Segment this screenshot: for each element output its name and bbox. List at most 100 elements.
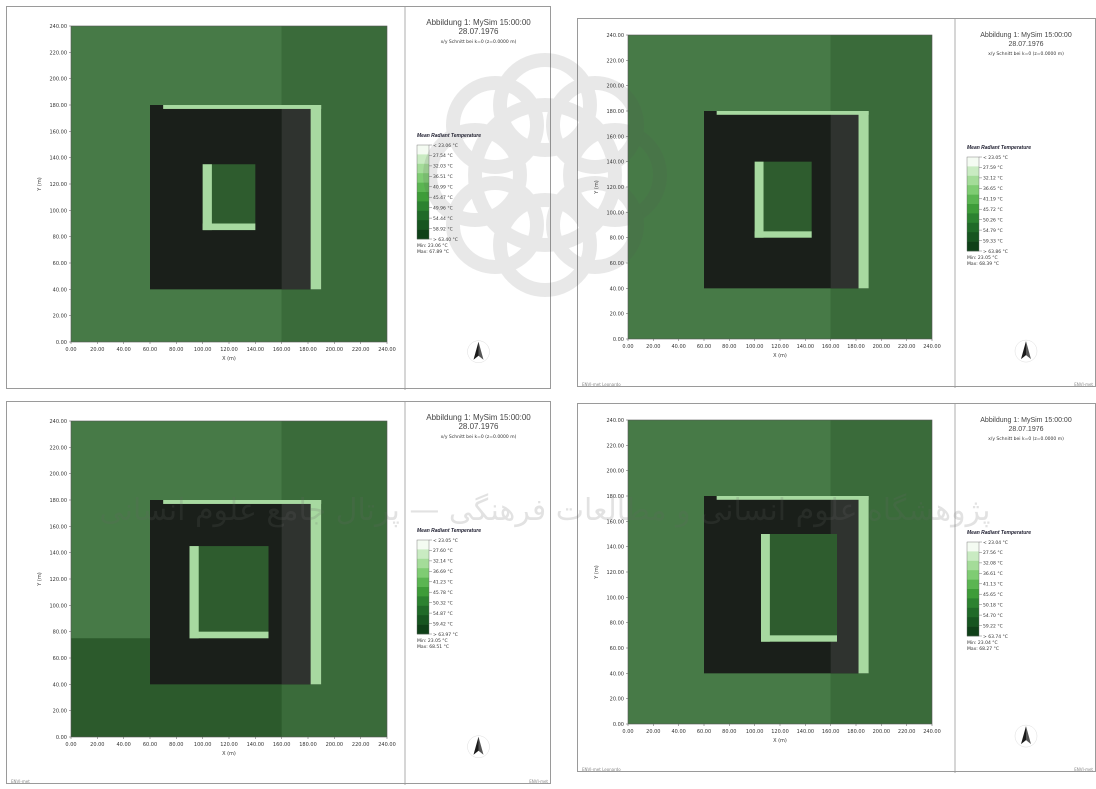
x-tick-label: 120.00: [220, 742, 238, 748]
legend-entry: 27.54 °C: [433, 153, 453, 159]
y-tick-label: 100.00: [50, 208, 68, 214]
legend-entry: 41.13 °C: [983, 582, 1003, 588]
building-shaded-part: [830, 111, 859, 289]
legend-entry: 45.65 °C: [983, 592, 1003, 598]
north-arrow-icon: [473, 736, 479, 755]
x-tick-label: 200.00: [873, 729, 891, 735]
heatmap-svg: 0.00 20.00 40.00 60.00 80.00 100.00 120.00 140.…: [582, 19, 1093, 388]
legend-entry: < 23.04 °C: [983, 540, 1008, 546]
y-tick-label: 40.00: [610, 286, 624, 292]
legend-swatch: [967, 560, 979, 571]
y-tick-label: 120.00: [50, 577, 68, 583]
y-tick-label: 100.00: [50, 603, 68, 609]
x-tick-label: 140.00: [247, 742, 265, 748]
legend-swatch: [967, 617, 979, 627]
x-tick-label: 180.00: [299, 742, 317, 748]
y-tick-label: 160.00: [50, 129, 68, 135]
y-tick-label: 180.00: [50, 498, 68, 504]
x-tick-label: 220.00: [352, 742, 370, 748]
courtyard-strip-left: [202, 164, 212, 231]
legend-entry: 59.22 °C: [983, 623, 1003, 629]
courtyard-strip-left: [189, 546, 199, 639]
y-tick-label: 40.00: [610, 671, 624, 677]
y-tick-label: 120.00: [50, 182, 68, 188]
legend-max: Max: 68.51 °C: [417, 644, 449, 650]
north-arrow-icon-shade: [478, 341, 484, 360]
simulation-panel-top-left: 0.00 20.00 40.00 60.00 80.00 100.00 120.00 140.…: [6, 6, 551, 390]
x-tick-label: 220.00: [898, 344, 916, 350]
hot-strip-right: [858, 111, 869, 289]
y-axis-label: Y (m): [37, 177, 43, 191]
x-tick-label: 120.00: [220, 347, 238, 353]
x-tick-label: 180.00: [847, 344, 865, 350]
footer-right: ENVI-met: [1074, 767, 1093, 772]
y-tick-label: 200.00: [607, 469, 625, 475]
x-tick-label: 100.00: [746, 344, 764, 350]
y-tick-label: 200.00: [607, 84, 625, 90]
legend-swatch: [967, 589, 979, 599]
legend-swatch: [417, 577, 429, 588]
x-tick-label: 80.00: [722, 344, 736, 350]
hot-strip-top: [716, 111, 869, 115]
chart-title: Abbildung 1: MySim 15:00:00: [980, 32, 1072, 39]
legend-max: Max: 68.27 °C: [967, 646, 999, 652]
legend-swatch: [417, 201, 429, 212]
hot-strip-right: [310, 500, 322, 685]
legend-min: Min: 23.05 °C: [967, 255, 998, 261]
heatmap-svg: 0.00 20.00 40.00 60.00 80.00 100.00 120.00 140.…: [11, 402, 548, 785]
legend-entry: 45.72 °C: [983, 207, 1003, 213]
y-tick-label: 160.00: [607, 134, 625, 140]
legend-entry: 54.44 °C: [433, 216, 453, 222]
x-tick-label: 60.00: [143, 347, 157, 353]
y-tick-label: 180.00: [607, 494, 625, 500]
x-tick-label: 20.00: [646, 729, 660, 735]
legend-swatch: [967, 175, 979, 186]
legend-entry: 36.69 °C: [433, 569, 453, 575]
legend-entry: > 63.86 °C: [983, 249, 1008, 255]
simulation-panel-bottom-right: 0.00 20.00 40.00 60.00 80.00 100.00 120.00 140.…: [577, 403, 1096, 773]
chart-title: Abbildung 1: MySim 15:00:00: [426, 18, 531, 27]
y-tick-label: 40.00: [53, 682, 67, 688]
legend-entry: < 23.05 °C: [983, 155, 1008, 161]
chart-title: Abbildung 1: MySim 15:00:00: [426, 413, 531, 422]
legend-swatch: [417, 605, 429, 616]
y-tick-label: 0.00: [56, 735, 67, 741]
legend-entry: 36.65 °C: [983, 186, 1003, 192]
footer-left: ENVI-met: [11, 779, 30, 784]
y-tick-label: 200.00: [50, 77, 68, 83]
legend-swatch: [417, 229, 429, 240]
legend-ramp-frame: [416, 144, 430, 240]
legend-entry: 49.96 °C: [433, 205, 453, 211]
y-tick-label: 40.00: [53, 287, 67, 293]
x-tick-label: 160.00: [822, 729, 840, 735]
y-tick-label: 220.00: [607, 58, 625, 64]
footer-left: ENVI-met Leonardo: [582, 767, 621, 772]
chart-subtitle: 28.07.1976: [458, 27, 499, 36]
courtyard: [189, 546, 269, 639]
north-arrow-icon-shade: [1026, 341, 1031, 360]
legend-swatch: [967, 166, 979, 177]
courtyard: [761, 534, 837, 642]
x-tick-label: 200.00: [326, 742, 344, 748]
chart-caption: x/y Schnitt bei k=0 (z=0.0000 m): [441, 434, 517, 440]
legend-swatch: [967, 542, 979, 552]
y-axis-label: Y (m): [594, 180, 600, 194]
legend-title: Mean Radiant Temperature: [417, 528, 481, 534]
y-tick-label: 0.00: [613, 337, 624, 343]
heatmap-svg: 0.00 20.00 40.00 60.00 80.00 100.00 120.00 140.…: [582, 404, 1093, 773]
y-tick-label: 140.00: [50, 551, 68, 557]
legend-swatch: [967, 222, 979, 233]
legend-title: Mean Radiant Temperature: [417, 133, 481, 139]
legend-entry: > 63.40 °C: [433, 237, 458, 243]
legend-swatch: [967, 626, 979, 637]
legend-max: Max: 67.89 °C: [417, 249, 449, 255]
legend-swatch: [417, 182, 429, 193]
y-tick-label: 220.00: [50, 50, 68, 56]
legend-min: Min: 23.04 °C: [967, 640, 998, 646]
courtyard-strip-bottom: [754, 231, 812, 238]
y-tick-label: 200.00: [50, 472, 68, 478]
x-tick-label: 40.00: [672, 344, 686, 350]
legend-swatch: [967, 579, 979, 590]
chart-caption: x/y Schnitt bei k=0 (z=0.0000 m): [988, 51, 1064, 57]
legend-entry: 27.60 °C: [433, 548, 453, 554]
